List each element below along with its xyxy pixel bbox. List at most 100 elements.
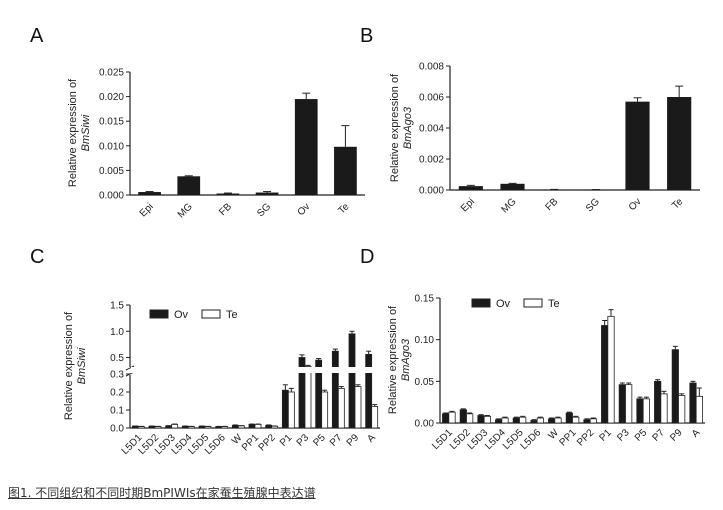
panel-a-ytick-label: 0.000 <box>99 191 124 202</box>
panel-a-bar <box>138 192 161 195</box>
panel-d-bar-ov <box>530 420 538 424</box>
panel-d-bar-ov <box>636 398 644 424</box>
panel-d-bar-te <box>536 417 544 424</box>
panel-d-xtick-label: P9 <box>668 427 685 444</box>
panel-a-xtick-label: FB <box>217 201 234 218</box>
panel-c-legend-te: Te <box>226 309 238 321</box>
figure-caption[interactable]: 图1. 不同组织和不同时期BmPIWIs在家蚕生殖腺中表达谱 <box>8 486 316 500</box>
panel-d-bar-te <box>483 415 491 424</box>
panel-d-xtick-label: PP2 <box>575 427 596 448</box>
panel-d-xtick-label: L5D6 <box>519 427 544 452</box>
panel-c-ytick-label: 1.5 <box>110 301 124 312</box>
panel-c-bar-te <box>321 391 329 429</box>
panel-d-xtick-label: P5 <box>633 427 650 444</box>
panel-b-bar <box>667 97 692 190</box>
panel-b-ytick-label: 0.004 <box>419 124 444 135</box>
panel-b-xtick-label: Epi <box>459 196 477 214</box>
panel-c-xtick-label: PP2 <box>257 432 278 453</box>
panel-a-ylabel-line1: Relative expression of <box>67 78 79 187</box>
panel-b-ytick-label: 0.000 <box>419 186 444 197</box>
panel-c-xtick-label: P3 <box>295 432 312 449</box>
panel-d-xtick-label: P3 <box>615 427 632 444</box>
panel-c-axis-break-mark <box>125 365 135 371</box>
panel-a-ytick-label: 0.005 <box>99 166 124 177</box>
panel-c-bar-ov <box>331 350 339 429</box>
panel-d-ylabel-line2: BmAgo3 <box>400 338 412 381</box>
panel-d-bar-te <box>466 413 474 424</box>
panel-d-bar-te <box>448 411 456 424</box>
panel-d-legend-swatch-ov <box>471 298 491 308</box>
panel-d-bar-ov <box>671 349 679 424</box>
panel-d-bar-ov <box>689 382 697 424</box>
panel-a-panel-letter: A <box>30 25 44 47</box>
panel-c-ytick-label: 0.3 <box>110 370 124 381</box>
panel-c-bar-ov <box>365 353 373 429</box>
panel-c-bar-ov <box>265 424 273 429</box>
panel-c-panel-letter: C <box>30 246 44 268</box>
panel-d-bar-ov <box>459 409 467 424</box>
panel-a-ytick-label: 0.025 <box>99 68 124 79</box>
panel-a-ylabel: Relative expression of BmSiwi <box>67 78 92 187</box>
panel-d-bar-te <box>607 315 615 424</box>
panel-a-ytick-label: 0.020 <box>99 92 124 103</box>
panel-c-xtick-label: L5D6 <box>203 432 228 457</box>
panel-b-ylabel-line2: BmAgo3 <box>402 106 414 149</box>
panel-a-bar <box>177 176 201 195</box>
figure: A 0.000 0.005 0.010 0.015 0.020 0.025 Epi MG FB SG… <box>30 25 705 457</box>
panel-c-xtick-label: P5 <box>311 432 328 449</box>
panel-d-bar-te <box>501 417 509 424</box>
panel-c-bar-ov <box>231 424 239 429</box>
panel-a-bar <box>334 146 357 195</box>
panel-d-bar-ov <box>442 413 450 424</box>
panel-c-break-band-top <box>131 367 381 373</box>
panel-d-bar-te <box>660 393 668 424</box>
panel-b-ytick-label: 0.008 <box>419 62 444 73</box>
panel-c-bar-te <box>287 391 295 429</box>
panel-c-bar-te <box>254 423 262 429</box>
panel-d-ylabel-line1: Relative expression of <box>387 305 399 414</box>
panel-c-bar-ov <box>281 389 289 429</box>
panel-b-ytick-label: 0.006 <box>419 93 444 104</box>
panel-c-bar-te <box>337 387 345 429</box>
panel-c-bar-ov <box>348 333 356 429</box>
panel-c-ytick-label: 1.0 <box>110 327 124 338</box>
panel-c-ytick-label: 0.0 <box>110 424 124 435</box>
panel-d-xtick-label: A <box>690 427 703 440</box>
panel-d-bar-ov <box>618 384 626 424</box>
panel-a-ytick-label: 0.010 <box>99 141 124 152</box>
panel-b-ylabel-line1: Relative expression of <box>389 73 401 182</box>
panel-d-bar-te <box>695 395 703 424</box>
panel-d-bar-ov <box>548 418 556 424</box>
panel-b-xtick-label: Te <box>670 196 686 212</box>
panel-d-xtick-label: P1 <box>598 427 615 444</box>
panel-a-xtick-label: Ov <box>296 201 313 218</box>
panel-b-xtick-label: FB <box>543 196 560 213</box>
panel-c-xtick-label: A <box>365 432 378 445</box>
panel-c-legend-swatch-te <box>201 309 221 319</box>
panel-c-ylabel-line1: Relative expression of <box>63 311 75 420</box>
panel-d-bar-te <box>519 416 527 424</box>
panel-d-bar-te <box>625 384 633 424</box>
panel-d-bar-ov <box>495 419 503 424</box>
panel-d-ytick-label: 0.10 <box>415 335 435 346</box>
panel-d-ytick-label: 0.15 <box>415 294 435 305</box>
panel-a-bar <box>255 192 279 195</box>
panel-d-bar-te <box>678 395 686 424</box>
panel-d-xtick-label: P7 <box>651 427 668 444</box>
panel-b-xtick-label: MG <box>499 196 518 215</box>
panel-b-bar <box>583 189 608 191</box>
panel-d-bar-ov <box>601 325 609 424</box>
panel-d-bar-ov <box>477 415 485 424</box>
panel-a-bar <box>294 99 318 195</box>
panel-c-ytick-label: 0.5 <box>110 353 124 364</box>
panel-a-xtick-label: MG <box>176 201 195 220</box>
panel-d-legend-ov: Ov <box>496 298 511 310</box>
panel-c-bar-ov <box>248 423 256 429</box>
panel-d-bar-ov <box>583 419 591 424</box>
panel-c-bar-te <box>354 386 362 429</box>
panel-c-legend-ov: Ov <box>174 309 189 321</box>
panel-d-ytick-label: 0.05 <box>415 377 435 388</box>
panel-a-xtick-label: Epi <box>138 201 156 219</box>
panel-c-ylabel-line2: BmSiwi <box>76 347 88 384</box>
panel-b-panel-letter: B <box>360 25 373 47</box>
